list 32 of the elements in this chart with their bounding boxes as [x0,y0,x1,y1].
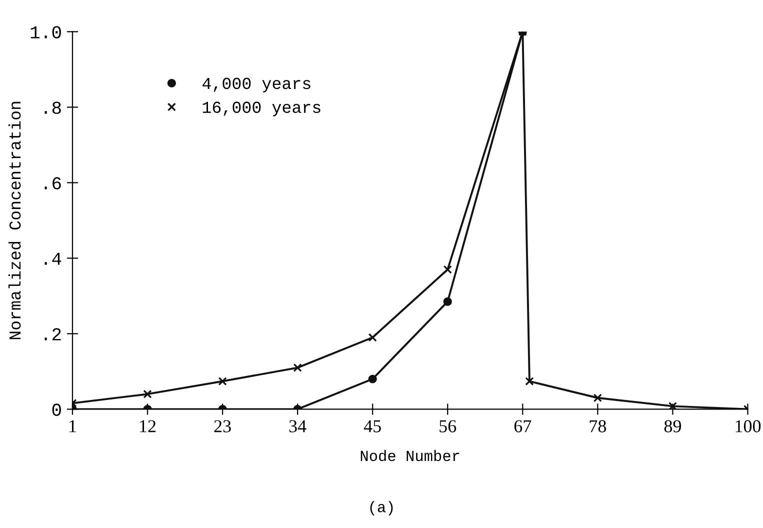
x-tick-label: 12 [140,420,156,432]
x-tick-label: 56 [440,420,456,432]
x-tick-label: 45 [364,420,381,432]
y-tick-label: 0 [52,404,61,416]
legend-label: 16,000 years [202,102,320,116]
y-tick-label: .6 [44,177,61,190]
y-axis-title: Normalized Concentration [8,102,21,340]
text: (a) [370,501,393,516]
point [368,374,377,384]
x-tick-label: 100 [736,420,761,432]
point [218,376,227,386]
point [593,394,602,402]
point [443,265,452,274]
x-tick-label: 34 [289,420,306,432]
point [143,390,152,398]
x-tick-label: 1 [70,420,76,432]
point [668,402,678,410]
x-tick-label: 89 [664,420,681,432]
point [293,363,302,372]
point [525,376,534,386]
point [368,333,377,342]
x-tick-label: 23 [214,420,231,432]
y-tick-label: .2 [44,328,61,340]
x-tick-label: 67 [514,420,532,432]
y-tick-label: 1.0 [30,26,61,38]
line-series [72,32,748,410]
legend-label: 4,000 years [202,78,310,92]
y-tick-label: .4 [44,252,62,265]
y-tick-label: .8 [44,102,61,114]
x-tick-label: 78 [590,420,606,432]
point [443,297,452,306]
x-axis-title: Node Number [360,450,460,462]
